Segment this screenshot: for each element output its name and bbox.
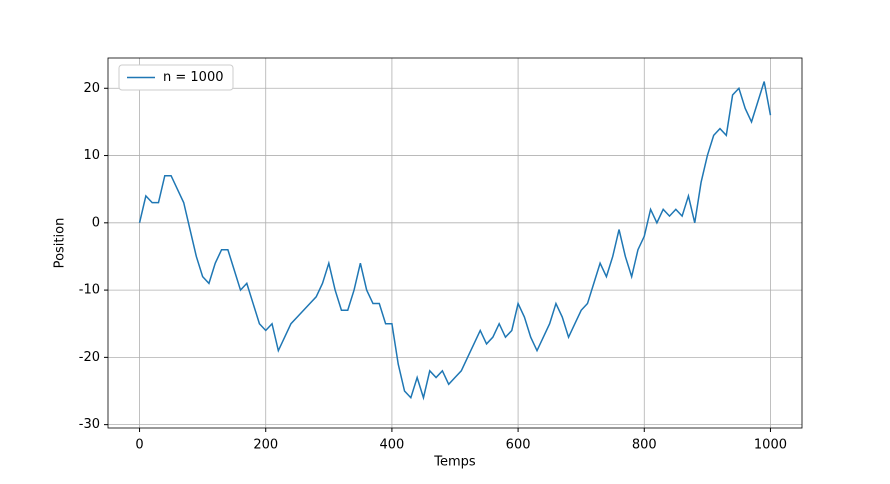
x-tick-label: 1000 (754, 438, 787, 453)
legend-box (118, 64, 234, 91)
y-tick-label: -20 (79, 350, 100, 365)
x-tick-label: 0 (135, 438, 143, 453)
y-axis-label: Position (53, 218, 68, 269)
x-axis-label: Temps (433, 455, 476, 470)
y-tick-label: 10 (83, 148, 100, 163)
line (138, 81, 772, 401)
plot-frame (107, 57, 803, 429)
x-tick-label: 400 (379, 438, 404, 453)
x-tick-label: 600 (506, 438, 531, 453)
legend-label: n = 1000 (163, 70, 223, 85)
y-tick-label: -30 (79, 417, 100, 432)
y-tick-label: 0 (92, 215, 100, 230)
x-tick-label: 800 (632, 438, 657, 453)
y-tick-label: 20 (83, 81, 100, 96)
x-tick-label: 200 (253, 438, 278, 453)
y-tick-label: -10 (79, 283, 100, 298)
